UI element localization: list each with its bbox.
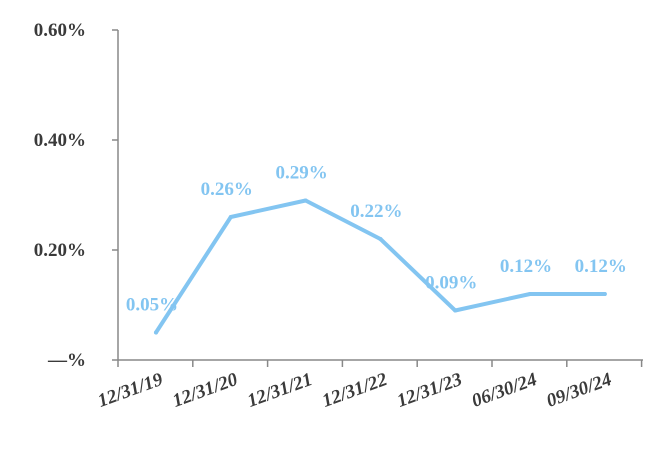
x-tick-label: 12/31/21: [245, 369, 316, 412]
data-label: 0.29%: [275, 163, 327, 184]
data-point: [453, 308, 458, 313]
data-point: [228, 215, 233, 219]
x-tick-label: 12/31/19: [95, 369, 166, 412]
data-label: 0.12%: [500, 256, 552, 277]
x-tick-label: 12/31/20: [170, 369, 241, 412]
data-label: 0.26%: [201, 179, 253, 200]
data-label: 0.12%: [575, 256, 627, 277]
data-label: 0.22%: [350, 201, 402, 222]
x-tick-label: 12/31/23: [394, 369, 465, 412]
y-tick-label: 0.40%: [34, 130, 86, 151]
y-tick-label: 0.60%: [34, 20, 86, 41]
data-point: [154, 330, 158, 335]
data-point: [602, 292, 607, 296]
data-point: [528, 292, 532, 296]
data-label: 0.05%: [126, 295, 178, 316]
data-labels: 0.05% 0.26% 0.29% 0.22% 0.09% 0.12% 0.12%: [126, 163, 627, 316]
x-tick-label: 12/31/22: [319, 369, 390, 412]
data-point: [303, 198, 308, 203]
y-axis: —% 0.20% 0.40% 0.60%: [34, 20, 119, 371]
y-tick-label: 0.20%: [34, 240, 86, 261]
data-label: 0.09%: [425, 273, 477, 294]
x-tick-label: 09/30/24: [544, 369, 615, 412]
data-point: [378, 237, 383, 241]
x-axis: 12/31/19 12/31/20 12/31/21 12/31/22 12/31/23…: [95, 359, 643, 412]
series-group: [154, 198, 607, 335]
x-tick-label: 06/30/24: [469, 369, 540, 412]
y-tick-label: —%: [47, 350, 86, 371]
